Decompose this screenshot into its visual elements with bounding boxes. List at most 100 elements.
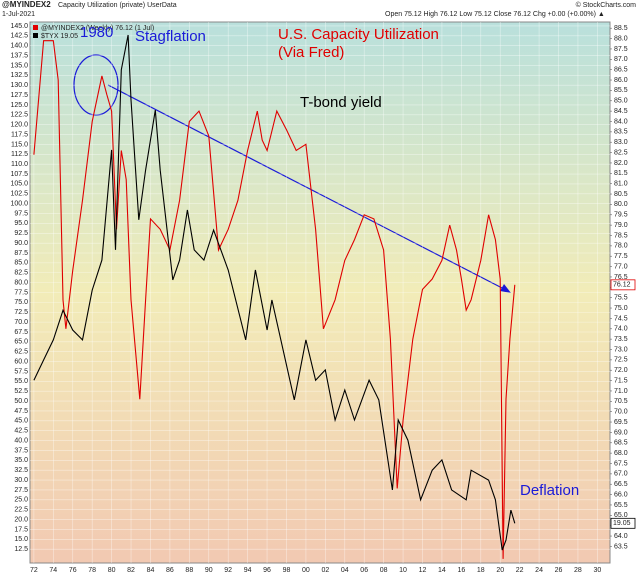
y-tick-label: 67.5: [14, 329, 28, 336]
y2-tick-label: 80.5: [614, 191, 628, 198]
y-tick-label: 95.0: [14, 220, 28, 227]
y2-tick-label: 86.5: [614, 67, 628, 74]
annotation: 1980: [80, 24, 114, 41]
legend-label: $TYX 19.05: [41, 33, 78, 40]
y-tick-label: 120.0: [10, 122, 28, 129]
y2-tick-label: 86.0: [614, 77, 628, 84]
y2-tick-label: 69.5: [614, 419, 628, 426]
y2-tick-label: 68.0: [614, 450, 628, 457]
annotation: Deflation: [520, 482, 580, 499]
y-tick-label: 77.5: [14, 289, 28, 296]
x-tick-label: 92: [224, 567, 232, 574]
annotation: Stagflation: [135, 28, 206, 45]
y-tick-label: 55.0: [14, 378, 28, 385]
y-tick-label: 47.5: [14, 408, 28, 415]
y2-tick-label: 82.0: [614, 160, 628, 167]
x-tick-label: 02: [321, 567, 329, 574]
x-tick-label: 94: [244, 567, 252, 574]
y2-tick-label: 66.5: [614, 481, 628, 488]
y-tick-label: 22.5: [14, 507, 28, 514]
y2-tick-label: 67.0: [614, 471, 628, 478]
y-tick-label: 45.0: [14, 418, 28, 425]
y-tick-label: 37.5: [14, 447, 28, 454]
y2-tick-label: 71.5: [614, 377, 628, 384]
credit: © StockCharts.com: [576, 1, 637, 9]
y2-tick-label: 81.5: [614, 170, 628, 177]
y-tick-label: 32.5: [14, 467, 28, 474]
x-tick-label: 74: [49, 567, 57, 574]
x-tick-label: 22: [516, 567, 524, 574]
y-tick-label: 62.5: [14, 349, 28, 356]
y-tick-label: 132.5: [10, 72, 28, 79]
x-tick-label: 90: [205, 567, 213, 574]
symbol: @MYINDEX2: [2, 0, 51, 9]
y2-tick-label: 64.0: [614, 533, 628, 540]
y2-tick-label: 75.5: [614, 295, 628, 302]
x-tick-label: 08: [380, 567, 388, 574]
value-tag: [610, 517, 636, 529]
x-tick-label: 98: [283, 567, 291, 574]
x-tick-label: 82: [127, 567, 135, 574]
y2-tick-label: 78.0: [614, 243, 628, 250]
y2-tick-label: 63.5: [614, 543, 628, 550]
y2-tick-label: 71.0: [614, 388, 628, 395]
y-tick-label: 82.5: [14, 270, 28, 277]
legend-label: @MYINDEX2 (Weekly) 76.12 (1 Jul): [41, 25, 154, 32]
y-tick-label: 140.0: [10, 43, 28, 50]
y2-tick-label: 70.5: [614, 398, 628, 405]
y-tick-label: 80.0: [14, 279, 28, 286]
y-tick-label: 15.0: [14, 536, 28, 543]
x-tick-label: 00: [302, 567, 310, 574]
y2-tick-label: 80.0: [614, 201, 628, 208]
y-tick-label: 107.5: [10, 171, 28, 178]
y-tick-label: 25.0: [14, 497, 28, 504]
arrow-head: [500, 284, 511, 293]
y2-tick-label: 79.5: [614, 212, 628, 219]
y-tick-label: 50.0: [14, 398, 28, 405]
y-tick-label: 12.5: [14, 546, 28, 553]
y-tick-label: 42.5: [14, 428, 28, 435]
y2-tick-label: 83.0: [614, 139, 628, 146]
y-tick-label: 125.0: [10, 102, 28, 109]
y2-tick-label: 87.0: [614, 56, 628, 63]
y2-tick-label: 78.5: [614, 232, 628, 239]
x-tick-label: 96: [263, 567, 271, 574]
x-tick-label: 18: [477, 567, 485, 574]
y-tick-label: 112.5: [11, 151, 28, 158]
x-tick-label: 78: [88, 567, 96, 574]
y-tick-label: 102.5: [10, 191, 28, 198]
legend: @MYINDEX2 (Weekly) 76.12 (1 Jul)$TYX 19.…: [33, 25, 154, 40]
y2-tick-label: 67.5: [614, 460, 628, 467]
y-tick-label: 85.0: [14, 260, 28, 267]
y-tick-label: 127.5: [10, 92, 28, 99]
y2-tick-label: 73.5: [614, 336, 628, 343]
ohlc: Open 75.12 High 76.12 Low 75.12 Close 76…: [385, 11, 605, 18]
y-tick-label: 17.5: [14, 526, 28, 533]
y-tick-label: 90.0: [14, 240, 28, 247]
y2-tick-label: 74.5: [614, 315, 628, 322]
x-tick-label: 88: [185, 567, 193, 574]
value-tag-label: 19.05: [613, 520, 631, 527]
y2-tick-label: 85.5: [614, 87, 628, 94]
y-tick-label: 30.0: [14, 477, 28, 484]
y-tick-label: 117.5: [11, 131, 28, 138]
x-tick-label: 30: [593, 567, 601, 574]
y2-tick-label: 75.0: [614, 305, 628, 312]
y2-tick-label: 88.5: [614, 25, 628, 32]
y-tick-label: 20.0: [14, 516, 28, 523]
x-tick-label: 86: [166, 567, 174, 574]
y-tick-label: 75.0: [14, 299, 28, 306]
value-tag: [610, 279, 636, 291]
annotation: U.S. Capacity Utilization (Via Fred): [278, 26, 439, 61]
y-tick-label: 65.0: [14, 339, 28, 346]
y-tick-label: 52.5: [14, 388, 28, 395]
legend-swatch: [33, 25, 38, 30]
y-tick-label: 97.5: [14, 210, 28, 217]
x-tick-label: 76: [69, 567, 77, 574]
x-tick-label: 28: [574, 567, 582, 574]
y2-tick-label: 68.5: [614, 440, 628, 447]
y2-tick-label: 84.5: [614, 108, 628, 115]
y-tick-label: 87.5: [14, 250, 28, 257]
